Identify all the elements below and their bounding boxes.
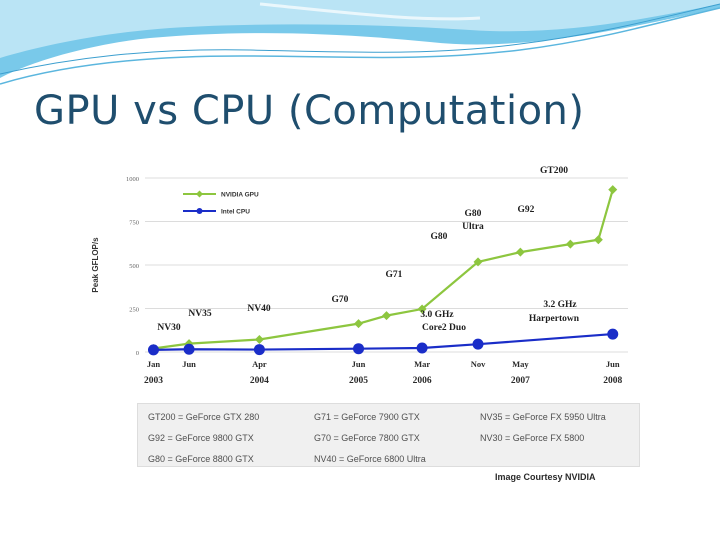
y-tick-label: 750 xyxy=(129,220,139,227)
gpu-code-legend-table: GT200 = GeForce GTX 280 G71 = GeForce 79… xyxy=(137,403,640,467)
x-tick-year: 2007 xyxy=(511,376,530,386)
legend-table-cell: G70 = GeForce 7800 GTX xyxy=(314,432,420,443)
gpu-data-point xyxy=(608,185,618,195)
y-tick-label: 0 xyxy=(136,350,139,357)
legend-table-cell: NV40 = GeForce 6800 Ultra xyxy=(314,453,426,464)
image-credit: Image Courtesy NVIDIA xyxy=(495,472,596,482)
chart-background xyxy=(86,154,628,364)
header-swoosh-decoration xyxy=(0,0,720,85)
gpu-data-point xyxy=(473,257,483,267)
x-tick-month: Jun xyxy=(182,359,196,369)
gpu-data-point xyxy=(515,247,525,257)
cpu-data-point xyxy=(416,342,428,354)
x-tick-month: Jun xyxy=(606,359,620,369)
x-tick-month: Mar xyxy=(414,359,430,369)
chip-annotation: G92 xyxy=(518,205,535,215)
legend-table-cell: G71 = GeForce 7900 GTX xyxy=(314,411,420,422)
gpu-data-point xyxy=(184,339,194,349)
y-tick-label: 250 xyxy=(129,307,139,314)
legend-table-cell: NV35 = GeForce FX 5950 Ultra xyxy=(480,411,606,422)
chip-annotation: G70 xyxy=(332,295,349,305)
legend-entry-label: Intel CPU xyxy=(221,209,250,216)
x-tick-year: 2006 xyxy=(413,376,432,386)
y-tick-label: 1000 xyxy=(126,176,139,183)
chip-annotation: GT200 xyxy=(540,166,568,176)
x-tick-year: 2005 xyxy=(349,376,368,386)
chip-annotation: NV35 xyxy=(188,309,211,319)
y-axis-label: Peak GFLOP/s xyxy=(91,237,100,293)
legend-table-cell: G80 = GeForce 8800 GTX xyxy=(148,453,254,464)
gpu-data-point xyxy=(417,304,427,314)
chip-annotation: G80 xyxy=(431,232,448,242)
chip-annotation: 3.0 GHz xyxy=(420,310,454,320)
chip-annotation: Core2 Duo xyxy=(422,323,466,333)
chip-annotation: 3.2 GHz xyxy=(543,300,577,310)
y-tick-label: 500 xyxy=(129,263,139,270)
chip-annotation: Ultra xyxy=(462,222,484,232)
slide-title: GPU vs CPU (Computation) xyxy=(34,88,585,134)
x-tick-month: May xyxy=(512,359,529,369)
chip-annotation: Harpertown xyxy=(529,314,580,324)
legend-swatch-marker xyxy=(196,190,203,198)
legend-table-cell: G92 = GeForce 9800 GTX xyxy=(148,432,254,443)
gpu-data-point xyxy=(254,334,264,344)
cpu-data-point xyxy=(353,343,365,355)
cpu-data-point xyxy=(253,344,265,356)
x-tick-month: Apr xyxy=(252,359,267,369)
cpu-data-point xyxy=(183,343,195,355)
chip-annotation: NV40 xyxy=(247,304,270,314)
x-tick-month: Jun xyxy=(352,359,366,369)
cpu-data-point xyxy=(607,328,619,340)
x-tick-month: Nov xyxy=(471,359,486,369)
legend-entry-label: NVIDIA GPU xyxy=(221,192,259,199)
legend-table-cell: NV30 = GeForce FX 5800 xyxy=(480,432,585,443)
x-tick-year: 2004 xyxy=(250,376,269,386)
gpu-cpu-chart: 0 250 500 750 1000 Peak GFLOP/s Jan 2003 Jun Apr 2… xyxy=(86,154,628,386)
chip-annotation: G71 xyxy=(386,270,403,280)
gpu-data-point xyxy=(382,311,391,321)
x-tick-year: 2003 xyxy=(144,376,163,386)
legend-table-cell: GT200 = GeForce GTX 280 xyxy=(148,411,260,422)
x-tick-year: 2008 xyxy=(603,376,622,386)
x-tick-month: Jan xyxy=(147,359,161,369)
chip-annotation: NV30 xyxy=(157,323,180,333)
chip-annotation: G80 xyxy=(465,209,482,219)
gpu-data-point xyxy=(565,239,575,249)
legend-swatch-marker xyxy=(196,208,203,214)
gpu-data-point xyxy=(354,319,364,329)
cpu-data-point xyxy=(147,344,159,356)
cpu-data-point xyxy=(472,338,484,350)
gpu-data-point xyxy=(593,235,603,245)
